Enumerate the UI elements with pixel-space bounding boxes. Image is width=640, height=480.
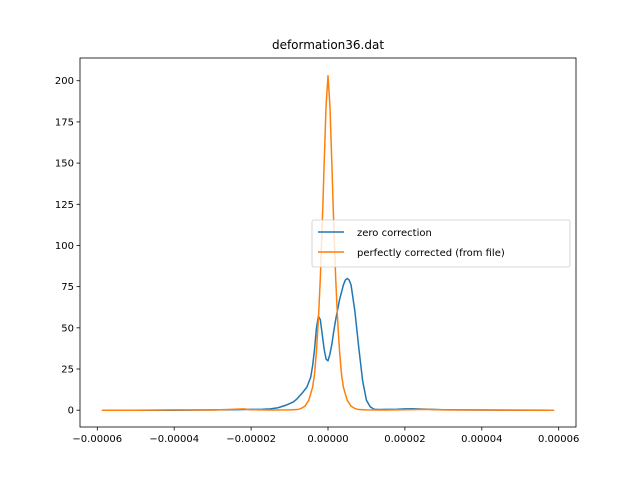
y-tick-label: 125 bbox=[55, 200, 74, 211]
y-tick-label: 75 bbox=[61, 282, 74, 293]
y-tick-label: 100 bbox=[55, 241, 74, 252]
legend-box bbox=[311, 219, 571, 268]
legend-label: perfectly corrected (from file) bbox=[357, 248, 505, 259]
x-tick-label: 0.00006 bbox=[538, 434, 579, 445]
x-tick-label: −0.00006 bbox=[72, 434, 122, 445]
x-axis: −0.00006 −0.00004 −0.00002 0.00000 0.00002 0.… bbox=[72, 427, 579, 445]
legend: zero correction perfectly corrected (from… bbox=[311, 219, 571, 268]
x-tick-label: 0.00002 bbox=[384, 434, 425, 445]
legend-label: zero correction bbox=[357, 228, 432, 239]
chart-title: deformation36.dat bbox=[272, 38, 384, 52]
series-layer bbox=[101, 75, 555, 411]
y-axis: 0 25 50 75 100 125 150 175 200 bbox=[55, 76, 80, 417]
x-tick-label: −0.00002 bbox=[226, 434, 276, 445]
x-tick-label: 0.00004 bbox=[461, 434, 502, 445]
y-tick-label: 25 bbox=[61, 365, 74, 376]
series-line-2 bbox=[101, 75, 555, 411]
x-tick-label: 0.00000 bbox=[307, 434, 348, 445]
plot-frame bbox=[79, 57, 577, 428]
y-tick-label: 200 bbox=[55, 76, 74, 87]
y-tick-label: 50 bbox=[61, 323, 74, 334]
y-tick-label: 0 bbox=[68, 406, 74, 417]
y-tick-label: 175 bbox=[55, 117, 74, 128]
y-tick-label: 150 bbox=[55, 159, 74, 170]
x-tick-label: −0.00004 bbox=[149, 434, 199, 445]
